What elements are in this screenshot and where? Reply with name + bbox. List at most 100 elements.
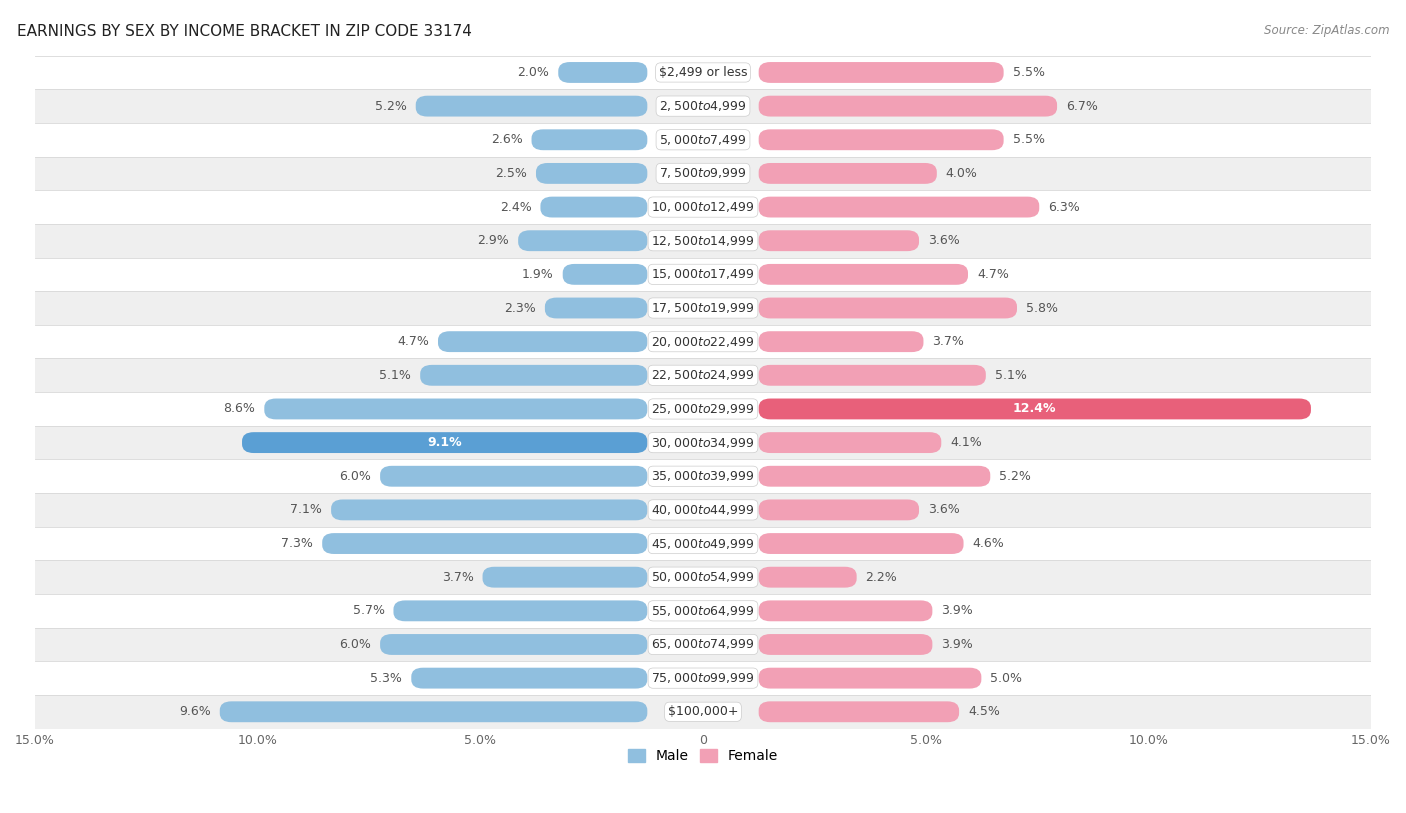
Bar [35,190,1371,224]
Text: 2.9%: 2.9% [478,234,509,247]
Text: $2,500 to $4,999: $2,500 to $4,999 [659,99,747,113]
Text: $75,000 to $99,999: $75,000 to $99,999 [651,672,755,685]
Text: 4.6%: 4.6% [973,537,1004,550]
Text: Source: ZipAtlas.com: Source: ZipAtlas.com [1264,24,1389,37]
FancyBboxPatch shape [759,163,936,184]
Text: EARNINGS BY SEX BY INCOME BRACKET IN ZIP CODE 33174: EARNINGS BY SEX BY INCOME BRACKET IN ZIP… [17,24,472,39]
Text: 5.5%: 5.5% [1012,66,1045,79]
Text: 5.7%: 5.7% [353,604,385,617]
Text: $12,500 to $14,999: $12,500 to $14,999 [651,233,755,248]
FancyBboxPatch shape [759,230,920,251]
Text: $55,000 to $64,999: $55,000 to $64,999 [651,604,755,618]
FancyBboxPatch shape [264,398,647,420]
Text: 2.2%: 2.2% [866,571,897,584]
Text: $5,000 to $7,499: $5,000 to $7,499 [659,133,747,147]
Text: 6.7%: 6.7% [1066,100,1098,113]
Text: 3.6%: 3.6% [928,234,960,247]
FancyBboxPatch shape [759,365,986,385]
Bar [35,392,1371,426]
Text: $40,000 to $44,999: $40,000 to $44,999 [651,503,755,517]
Text: $100,000+: $100,000+ [668,706,738,718]
Text: 5.2%: 5.2% [375,100,406,113]
Text: $15,000 to $17,499: $15,000 to $17,499 [651,267,755,281]
Text: 1.9%: 1.9% [522,267,554,280]
Text: 2.5%: 2.5% [495,167,527,180]
Text: $50,000 to $54,999: $50,000 to $54,999 [651,570,755,585]
FancyBboxPatch shape [519,230,647,251]
Text: 8.6%: 8.6% [224,402,256,415]
Text: $25,000 to $29,999: $25,000 to $29,999 [651,402,755,416]
Bar [35,157,1371,190]
Bar [35,695,1371,728]
Bar [35,493,1371,527]
FancyBboxPatch shape [536,163,647,184]
Text: 2.0%: 2.0% [517,66,550,79]
FancyBboxPatch shape [546,298,647,319]
Text: $7,500 to $9,999: $7,500 to $9,999 [659,167,747,180]
FancyBboxPatch shape [759,634,932,655]
FancyBboxPatch shape [531,129,647,150]
Text: 3.9%: 3.9% [941,604,973,617]
Text: 3.6%: 3.6% [928,503,960,516]
Text: 7.1%: 7.1% [290,503,322,516]
FancyBboxPatch shape [482,567,647,588]
FancyBboxPatch shape [330,499,647,520]
Text: $30,000 to $34,999: $30,000 to $34,999 [651,436,755,450]
Text: $35,000 to $39,999: $35,000 to $39,999 [651,469,755,483]
Text: 6.3%: 6.3% [1047,201,1080,214]
FancyBboxPatch shape [759,264,967,285]
FancyBboxPatch shape [759,533,963,554]
Text: 7.3%: 7.3% [281,537,314,550]
Bar [35,224,1371,258]
FancyBboxPatch shape [242,433,647,453]
FancyBboxPatch shape [759,96,1057,116]
Text: 4.0%: 4.0% [946,167,977,180]
Bar [35,325,1371,359]
Bar [35,89,1371,123]
Text: 2.4%: 2.4% [499,201,531,214]
Text: 2.3%: 2.3% [505,302,536,315]
Text: 3.9%: 3.9% [941,638,973,651]
Text: 5.1%: 5.1% [994,369,1026,382]
Legend: Male, Female: Male, Female [623,744,783,769]
FancyBboxPatch shape [540,197,647,218]
FancyBboxPatch shape [412,667,647,689]
Text: $20,000 to $22,499: $20,000 to $22,499 [651,335,755,349]
Text: 5.5%: 5.5% [1012,133,1045,146]
FancyBboxPatch shape [380,466,647,487]
Text: $10,000 to $12,499: $10,000 to $12,499 [651,200,755,214]
Bar [35,661,1371,695]
FancyBboxPatch shape [759,667,981,689]
Bar [35,359,1371,392]
FancyBboxPatch shape [219,702,647,722]
Text: 5.2%: 5.2% [1000,470,1031,483]
FancyBboxPatch shape [759,433,941,453]
FancyBboxPatch shape [562,264,647,285]
Text: 3.7%: 3.7% [932,335,965,348]
Bar [35,527,1371,560]
FancyBboxPatch shape [322,533,647,554]
Text: $22,500 to $24,999: $22,500 to $24,999 [651,368,755,382]
Text: $65,000 to $74,999: $65,000 to $74,999 [651,637,755,651]
FancyBboxPatch shape [759,331,924,352]
FancyBboxPatch shape [759,601,932,621]
Bar [35,123,1371,157]
Text: $2,499 or less: $2,499 or less [659,66,747,79]
Text: 9.1%: 9.1% [427,436,463,449]
FancyBboxPatch shape [439,331,647,352]
Text: 4.7%: 4.7% [977,267,1008,280]
Text: 4.1%: 4.1% [950,436,981,449]
Bar [35,560,1371,594]
FancyBboxPatch shape [759,197,1039,218]
FancyBboxPatch shape [420,365,647,385]
FancyBboxPatch shape [416,96,647,116]
FancyBboxPatch shape [759,702,959,722]
FancyBboxPatch shape [759,567,856,588]
Text: 5.0%: 5.0% [990,672,1022,685]
FancyBboxPatch shape [759,398,1310,420]
Text: 2.6%: 2.6% [491,133,523,146]
Text: 5.3%: 5.3% [371,672,402,685]
Text: 4.7%: 4.7% [398,335,429,348]
Text: 5.8%: 5.8% [1026,302,1057,315]
FancyBboxPatch shape [759,62,1004,83]
